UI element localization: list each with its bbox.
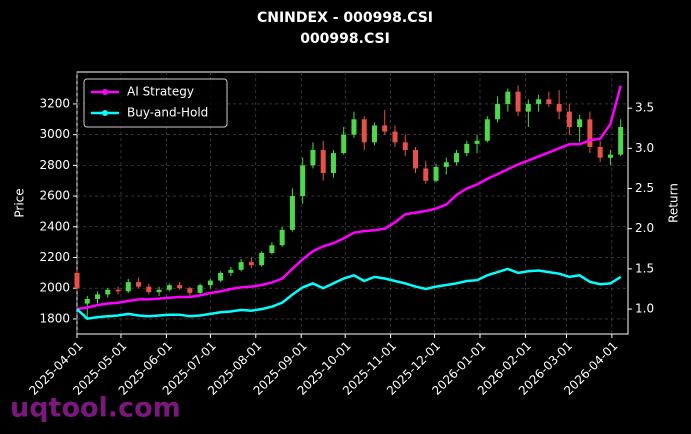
- candle-body: [320, 150, 326, 174]
- candle-body: [330, 153, 336, 174]
- candle-body: [454, 153, 460, 163]
- y-tick-label: 2400: [39, 219, 70, 233]
- candle-body: [166, 285, 172, 290]
- candle-body: [413, 150, 419, 169]
- y-tick-label: 2000: [39, 281, 70, 295]
- watermark: uqtool.com: [10, 393, 181, 424]
- candle-body: [95, 294, 101, 299]
- y2-axis-label: Return: [667, 183, 681, 223]
- candle-body: [371, 125, 377, 143]
- candle-body: [74, 272, 80, 289]
- candle-body: [341, 134, 347, 154]
- legend-box: [83, 78, 228, 128]
- legend-marker: [102, 110, 108, 116]
- candle-body: [566, 111, 572, 127]
- candle-body: [392, 131, 398, 143]
- candle-body: [525, 103, 531, 112]
- y-tick-label: 2200: [39, 250, 70, 264]
- candle-body: [310, 150, 316, 166]
- y2-tick-label: 2.5: [635, 181, 654, 195]
- candle-body: [187, 288, 193, 293]
- y-axis-label: Price: [13, 188, 27, 217]
- candle-body: [474, 140, 480, 144]
- chart-title: CNINDEX - 000998.CSI: [257, 10, 433, 26]
- candle-body: [238, 262, 244, 270]
- candle-body: [587, 119, 593, 147]
- candle-body: [464, 143, 470, 154]
- y-tick-label: 2800: [39, 158, 70, 172]
- candle-body: [197, 285, 203, 293]
- candle-body: [546, 99, 552, 104]
- candle-body: [433, 166, 439, 181]
- candle-body: [484, 119, 490, 141]
- candle-body: [597, 146, 603, 158]
- legend-label: Buy-and-Hold: [127, 106, 208, 120]
- candle-body: [218, 272, 224, 281]
- y-tick-label: 1800: [39, 311, 70, 325]
- candle-body: [443, 162, 449, 167]
- candle-body: [125, 282, 131, 292]
- legend-marker: [102, 89, 108, 95]
- chart-subtitle: 000998.CSI: [300, 31, 390, 47]
- candle-body: [300, 165, 306, 197]
- candle-body: [279, 229, 285, 246]
- candle-body: [115, 289, 121, 292]
- candle-body: [515, 91, 521, 112]
- series-line: [76, 85, 622, 311]
- candle-body: [177, 285, 183, 289]
- candle-body: [146, 286, 152, 293]
- series-line: [76, 267, 622, 321]
- candle-body: [618, 126, 624, 155]
- candle-body: [505, 91, 511, 104]
- legend-label: AI Strategy: [127, 85, 194, 99]
- y2-tick-label: 2.0: [635, 221, 654, 235]
- candle-body: [382, 125, 388, 132]
- candle-body: [269, 245, 275, 253]
- candle-body: [136, 282, 142, 287]
- candle-body: [577, 119, 583, 127]
- candle-body: [402, 142, 408, 151]
- candle-body: [351, 119, 357, 135]
- candle-body: [259, 252, 265, 266]
- candle-body: [228, 269, 234, 273]
- candle-body: [207, 280, 213, 286]
- candle-body: [361, 119, 367, 143]
- candle-body: [556, 103, 562, 112]
- candle-body: [289, 196, 295, 230]
- candle-body: [607, 154, 613, 158]
- candle-body: [248, 262, 254, 266]
- plot-frame: [76, 71, 629, 335]
- candle-body: [84, 298, 90, 304]
- candle-body: [495, 103, 501, 120]
- y-tick-label: 3200: [39, 96, 70, 110]
- candle-body: [156, 289, 162, 293]
- y-tick-label: 2600: [39, 189, 70, 203]
- y2-tick-label: 3.0: [635, 141, 654, 155]
- y2-tick-label: 1.5: [635, 261, 654, 275]
- y2-tick-label: 1.0: [635, 302, 654, 316]
- candle-body: [423, 168, 429, 181]
- y-tick-label: 3000: [39, 127, 70, 141]
- candle-body: [105, 289, 111, 295]
- candle-body: [536, 99, 542, 104]
- y2-tick-label: 3.5: [635, 101, 654, 115]
